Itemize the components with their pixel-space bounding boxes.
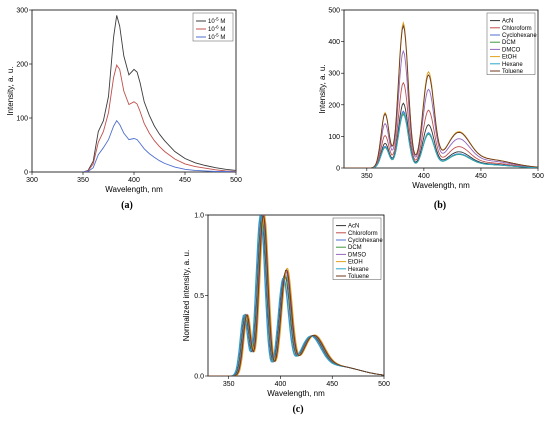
x-tick-label: 450 — [179, 177, 191, 184]
x-axis-label: Wavelength, nm — [412, 181, 470, 190]
y-axis-label: Intensity, a. u. — [6, 66, 15, 115]
x-tick-label: 450 — [326, 381, 338, 388]
x-tick-label: 500 — [230, 177, 242, 184]
x-tick-label: 400 — [418, 173, 430, 180]
legend-entry: Toluene — [348, 274, 370, 280]
legend-entry: EtOH — [348, 260, 363, 266]
legend-entry: AcN — [502, 19, 513, 25]
panel-a: 300 350 400 450 500 0 100 200 300 Wavelength, nm I… — [6, 8, 242, 212]
legend-base: 10 — [208, 27, 215, 33]
y-axis-label: Intensity, a. u. — [318, 64, 327, 113]
legend-entry: DMCO — [502, 47, 521, 53]
legend-exp: -6 — [215, 25, 219, 30]
legend-exp: -5 — [215, 17, 219, 22]
legend-entry: DCM — [502, 40, 516, 46]
legend-entry: Cyclohexane — [348, 238, 383, 244]
x-tick-label: 300 — [26, 177, 38, 184]
x-tick-label: 350 — [223, 381, 235, 388]
panel-label-b: (b) — [434, 200, 446, 211]
legend-base: 10 — [208, 19, 215, 25]
legend-entry: EtOH — [502, 55, 517, 61]
series-line-conc-0 — [82, 15, 236, 172]
y-tick-label: 400 — [328, 39, 340, 46]
y-axis-label: Normalized intensity, a. u. — [182, 250, 191, 341]
y-tick-label: 300 — [16, 8, 28, 15]
series-line-Chloroform — [344, 81, 538, 168]
legend-box — [486, 12, 536, 75]
y-tick-label: 100 — [16, 116, 28, 123]
legend-entry: 10-6 M — [208, 25, 225, 34]
series-line-AcN — [344, 102, 538, 168]
legend-entry: 10-5 M — [208, 33, 225, 42]
panel-b: 350 400 450 500 0 100 200 300 400 500 Wavelength, … — [318, 8, 544, 212]
x-tick-label: 500 — [378, 381, 390, 388]
y-tick-label: 500 — [328, 8, 340, 15]
y-tick-label: 1.0 — [194, 213, 204, 220]
y-tick-label: 300 — [328, 71, 340, 78]
panel-c: 350 400 450 500 0.0 0.5 1.0 Wavelength, nm Norma… — [182, 213, 390, 416]
legend-unit: M — [219, 35, 226, 41]
x-axis-label: Wavelength, nm — [267, 389, 325, 398]
legend-box — [332, 217, 382, 280]
panel-label-a: (a) — [121, 200, 133, 211]
legend-entry: Cyclohexane — [502, 33, 537, 39]
legend-entry: Chloroform — [348, 231, 378, 237]
panel-label-c: (c) — [292, 404, 303, 415]
legend-entry: AcN — [348, 224, 359, 230]
legend-entry: DMSO — [348, 252, 366, 258]
y-tick-label: 200 — [16, 62, 28, 69]
x-tick-label: 350 — [361, 173, 373, 180]
x-tick-label: 500 — [532, 173, 544, 180]
legend-box — [192, 12, 234, 42]
x-tick-label: 400 — [275, 381, 287, 388]
legend-base: 10 — [208, 35, 215, 41]
x-tick-label: 450 — [475, 173, 487, 180]
legend-entry: DCM — [348, 245, 362, 251]
series-line-conc-2 — [82, 119, 236, 172]
x-axis-label: Wavelength, nm — [105, 185, 163, 194]
plot-frame-b — [343, 9, 539, 169]
series-line-Toluene — [344, 24, 538, 168]
legend-unit: M — [219, 27, 226, 33]
y-tick-label: 100 — [328, 134, 340, 141]
y-tick-label: 200 — [328, 102, 340, 109]
y-tick-label: 0 — [24, 170, 28, 177]
series-line-conc-1 — [82, 64, 236, 172]
legend-unit: M — [219, 19, 226, 25]
x-tick-label: 350 — [77, 177, 89, 184]
legend-entry: Hexane — [348, 267, 369, 273]
legend-exp: -5 — [215, 33, 219, 38]
y-tick-label: 0.5 — [194, 293, 204, 300]
legend-entry: Hexane — [502, 62, 523, 68]
series-line-Hexane — [344, 111, 538, 168]
series-line-Toluene — [208, 215, 384, 376]
legend-entry: 10-5 M — [208, 17, 225, 26]
legend-entry: Toluene — [502, 69, 524, 75]
x-tick-label: 400 — [128, 177, 140, 184]
legend-entry: Chloroform — [502, 26, 532, 32]
y-tick-label: 0.0 — [194, 374, 204, 381]
y-tick-label: 0 — [336, 166, 340, 173]
